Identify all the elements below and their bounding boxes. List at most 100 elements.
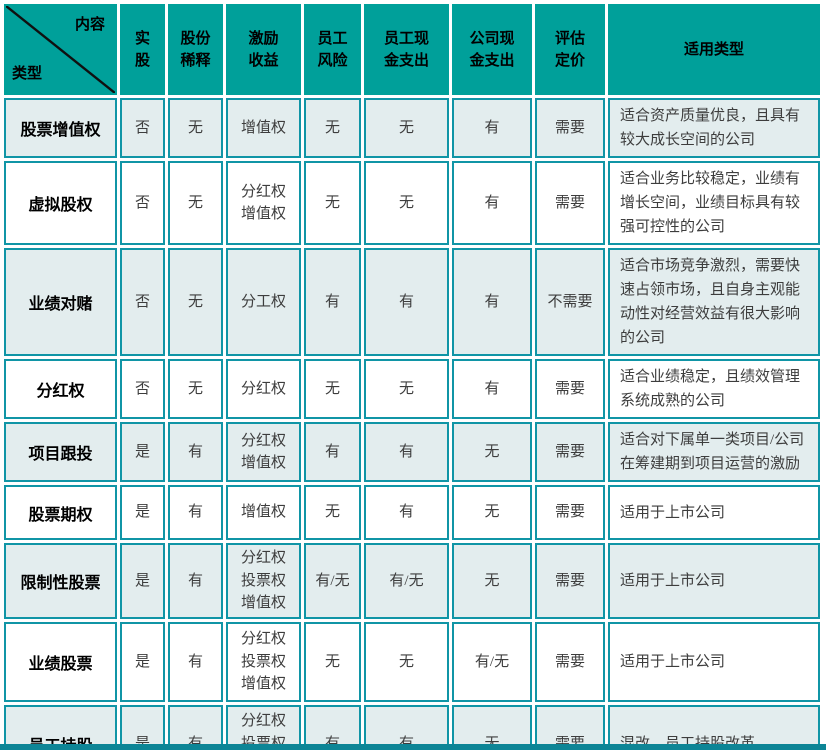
- table-cell: 有: [168, 622, 223, 702]
- column-header: 激励 收益: [226, 4, 301, 95]
- table-cell: 有: [168, 543, 223, 619]
- table-cell: 无: [304, 161, 361, 245]
- table-cell: 有: [304, 422, 361, 482]
- table-cell: 需要: [535, 422, 605, 482]
- table-cell: 无: [304, 359, 361, 419]
- row-label: 限制性股票: [4, 543, 117, 619]
- table-cell: 有: [304, 248, 361, 356]
- row-description: 适用于上市公司: [608, 543, 820, 619]
- diagonal-divider-line: [6, 6, 115, 93]
- table-cell: 是: [120, 705, 165, 744]
- table-cell: 有/无: [364, 543, 449, 619]
- table-cell: 无: [168, 359, 223, 419]
- table-cell: 无: [364, 622, 449, 702]
- table-cell: 是: [120, 622, 165, 702]
- column-header: 股份 稀释: [168, 4, 223, 95]
- table-cell: 有: [168, 485, 223, 540]
- column-header: 实 股: [120, 4, 165, 95]
- table-cell: 分红权 投票权 增值权: [226, 705, 301, 744]
- table-row: 虚拟股权否无分红权 增值权无无有需要 适合业务比较稳定，业绩有增长空间，业绩目标具…: [4, 161, 820, 245]
- row-description: 适合业绩稳定，且绩效管理系统成熟的公司: [608, 359, 820, 419]
- row-label: 股票期权: [4, 485, 117, 540]
- table-cell: 无: [304, 98, 361, 158]
- table-cell: 需要: [535, 485, 605, 540]
- table-cell: 有: [168, 422, 223, 482]
- table-cell: 是: [120, 485, 165, 540]
- table-row: 分红权否无分红权无无有需要 适合业绩稳定，且绩效管理系统成熟的公司: [4, 359, 820, 419]
- row-label: 业绩股票: [4, 622, 117, 702]
- table-cell: 有/无: [452, 622, 532, 702]
- table-cell: 分红权 增值权: [226, 161, 301, 245]
- table-cell: 是: [120, 422, 165, 482]
- column-header: 员工 风险: [304, 4, 361, 95]
- table-cell: 无: [168, 161, 223, 245]
- table-cell: 有: [452, 98, 532, 158]
- table-cell: 增值权: [226, 485, 301, 540]
- table-cell: 有: [364, 422, 449, 482]
- corner-header-cell: 内容 类型: [4, 4, 117, 95]
- table-cell: 增值权: [226, 98, 301, 158]
- row-description: 适用于上市公司: [608, 485, 820, 540]
- row-description: 混改，员工持股改革: [608, 705, 820, 744]
- table-cell: 无: [364, 98, 449, 158]
- table-cell: 无: [452, 705, 532, 744]
- row-description: 适合资产质量优良，且具有较大成长空间的公司: [608, 98, 820, 158]
- row-label: 员工持股: [4, 705, 117, 744]
- row-label: 项目跟投: [4, 422, 117, 482]
- table-cell: 分红权 增值权: [226, 422, 301, 482]
- table-cell: 无: [304, 485, 361, 540]
- table-cell: 有: [168, 705, 223, 744]
- corner-label-type: 类型: [12, 65, 43, 83]
- table-cell: 是: [120, 543, 165, 619]
- table-row: 股票期权是有增值权无有无需要 适用于上市公司: [4, 485, 820, 540]
- column-header: 公司现 金支出: [452, 4, 532, 95]
- table-cell: 无: [452, 543, 532, 619]
- table-body: 股票增值权否无增值权无无有需要 适合资产质量优良，且具有较大成长空间的公司 虚拟股权…: [4, 98, 820, 744]
- table-cell: 有: [452, 359, 532, 419]
- row-label: 股票增值权: [4, 98, 117, 158]
- table-header: 内容 类型 实 股股份 稀释 激励 收益 员工 风险 员工现 金支出 公司现 金支出 评估…: [4, 4, 820, 95]
- table-cell: 否: [120, 248, 165, 356]
- table-cell: 不需要: [535, 248, 605, 356]
- table-cell: 分红权 投票权 增值权: [226, 622, 301, 702]
- table-cell: 分红权: [226, 359, 301, 419]
- table-cell: 有: [364, 705, 449, 744]
- table-cell: 分工权: [226, 248, 301, 356]
- table-cell: 有: [304, 705, 361, 744]
- row-description: 适合业务比较稳定，业绩有增长空间，业绩目标具有较强可控性的公司: [608, 161, 820, 245]
- corner-label-content: 内容: [74, 16, 105, 33]
- table-cell: 有: [364, 248, 449, 356]
- table-cell: 需要: [535, 705, 605, 744]
- table-cell: 无: [304, 622, 361, 702]
- table-cell: 需要: [535, 161, 605, 245]
- table-cell: 否: [120, 161, 165, 245]
- row-label: 虚拟股权: [4, 161, 117, 245]
- table-cell: 无: [452, 485, 532, 540]
- table-row: 业绩股票是有分红权 投票权 增值权无无有/无 需要 适用于上市公司: [4, 622, 820, 702]
- table-cell: 有: [364, 485, 449, 540]
- table-cell: 无: [168, 248, 223, 356]
- row-description: 适合市场竞争激烈，需要快速占领市场，且自身主观能动性对经营效益有很大影响的公司: [608, 248, 820, 356]
- table-cell: 有: [452, 161, 532, 245]
- table-cell: 否: [120, 98, 165, 158]
- row-description: 适合对下属单一类项目/公司在筹建期到项目运营的激励: [608, 422, 820, 482]
- table-row: 业绩对赌否无分工权有有有不需要 适合市场竞争激烈，需要快速占领市场，且自身主观能动…: [4, 248, 820, 356]
- table-cell: 需要: [535, 543, 605, 619]
- row-label: 分红权: [4, 359, 117, 419]
- table-row: 限制性股票是有分红权 投票权 增值权 有/无 有/无无需要 适用于上市公司: [4, 543, 820, 619]
- column-header: 适用类型: [608, 4, 820, 95]
- row-label: 业绩对赌: [4, 248, 117, 356]
- table-cell: 无: [364, 161, 449, 245]
- table-cell: 无: [364, 359, 449, 419]
- table-cell: 需要: [535, 622, 605, 702]
- table-cell: 无: [452, 422, 532, 482]
- table-cell: 否: [120, 359, 165, 419]
- table-cell: 无: [168, 98, 223, 158]
- row-description: 适用于上市公司: [608, 622, 820, 702]
- table-row: 股票增值权否无增值权无无有需要 适合资产质量优良，且具有较大成长空间的公司: [4, 98, 820, 158]
- table-cell: 分红权 投票权 增值权: [226, 543, 301, 619]
- column-header: 员工现 金支出: [364, 4, 449, 95]
